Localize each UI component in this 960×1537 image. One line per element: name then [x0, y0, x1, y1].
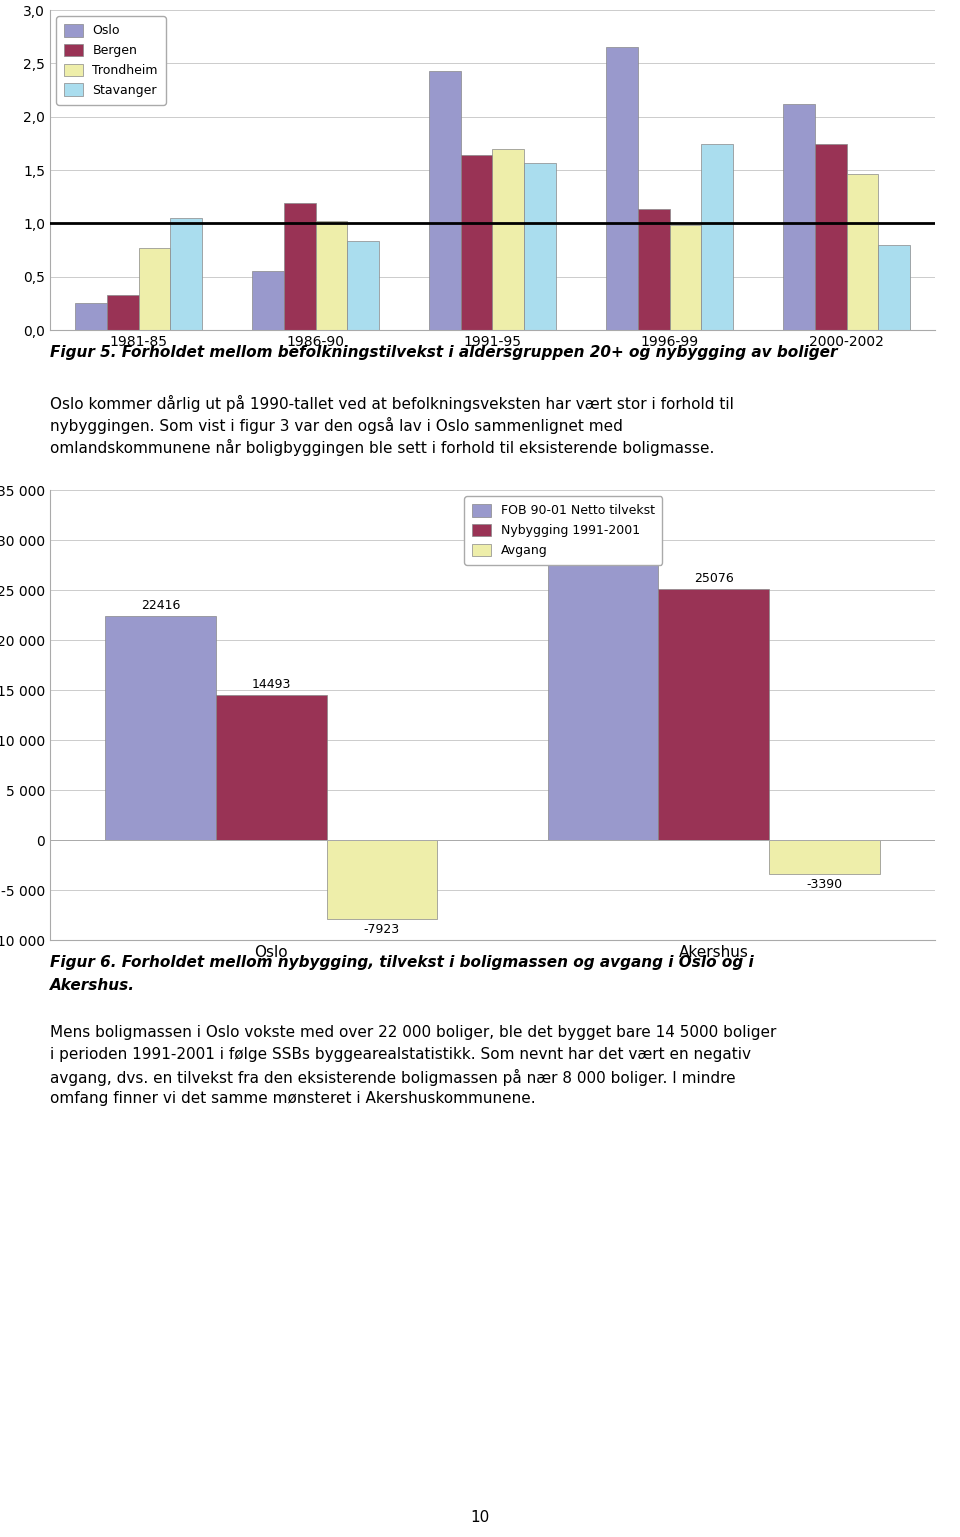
- Bar: [492, 149, 524, 330]
- Text: Figur 5. Forholdet mellom befolkningstilvekst i aldersgruppen 20+ og nybygging a: Figur 5. Forholdet mellom befolkningstil…: [50, 344, 837, 360]
- Bar: [283, 203, 316, 330]
- Text: 25076: 25076: [694, 572, 733, 586]
- Text: -3390: -3390: [806, 878, 843, 891]
- Bar: [637, 209, 669, 330]
- Bar: [348, 241, 379, 330]
- Bar: [782, 105, 815, 330]
- Text: Oslo kommer dårlig ut på 1990-tallet ved at befolkningsveksten har vært stor i f: Oslo kommer dårlig ut på 1990-tallet ved…: [50, 395, 733, 412]
- Bar: [669, 226, 702, 330]
- Text: nybyggingen. Som vist i figur 3 var den også lav i Oslo sammenlignet med: nybyggingen. Som vist i figur 3 var den …: [50, 417, 623, 433]
- Text: avgang, dvs. en tilvekst fra den eksisterende boligmassen på nær 8 000 boliger. : avgang, dvs. en tilvekst fra den eksiste…: [50, 1070, 735, 1087]
- Bar: [75, 303, 107, 330]
- Bar: [138, 247, 170, 330]
- Text: 10: 10: [470, 1509, 490, 1525]
- Bar: [216, 695, 326, 841]
- Text: omlandskommunene når boligbyggingen ble sett i forhold til eksisterende boligmas: omlandskommunene når boligbyggingen ble …: [50, 440, 714, 456]
- Text: Figur 6. Forholdet mellom nybygging, tilvekst i boligmassen og avgang i Oslo og : Figur 6. Forholdet mellom nybygging, til…: [50, 954, 754, 970]
- Legend: FOB 90-01 Netto tilvekst, Nybygging 1991-2001, Avgang: FOB 90-01 Netto tilvekst, Nybygging 1991…: [465, 496, 662, 564]
- Bar: [107, 295, 138, 330]
- Bar: [659, 589, 769, 841]
- Text: 22416: 22416: [141, 599, 180, 612]
- Bar: [429, 71, 461, 330]
- Bar: [524, 163, 556, 330]
- Text: 28466: 28466: [584, 538, 623, 552]
- Bar: [847, 174, 878, 330]
- Bar: [106, 616, 216, 841]
- Text: i perioden 1991-2001 i følge SSBs byggearealstatistikk. Som nevnt har det vært e: i perioden 1991-2001 i følge SSBs byggea…: [50, 1047, 751, 1062]
- Bar: [170, 218, 203, 330]
- Text: -7923: -7923: [364, 924, 400, 936]
- Bar: [815, 144, 847, 330]
- Text: 14493: 14493: [252, 678, 291, 692]
- Text: Mens boligmassen i Oslo vokste med over 22 000 boliger, ble det bygget bare 14 5: Mens boligmassen i Oslo vokste med over …: [50, 1025, 777, 1041]
- Bar: [878, 244, 910, 330]
- Bar: [606, 48, 637, 330]
- Bar: [326, 841, 437, 919]
- Legend: Oslo, Bergen, Trondheim, Stavanger: Oslo, Bergen, Trondheim, Stavanger: [57, 17, 165, 105]
- Bar: [252, 272, 283, 330]
- Bar: [461, 155, 492, 330]
- Text: omfang finner vi det samme mønsteret i Akershuskommunene.: omfang finner vi det samme mønsteret i A…: [50, 1091, 536, 1107]
- Text: Akershus.: Akershus.: [50, 978, 135, 993]
- Bar: [702, 144, 733, 330]
- Bar: [316, 221, 348, 330]
- Bar: [548, 555, 659, 841]
- Bar: [769, 841, 879, 875]
